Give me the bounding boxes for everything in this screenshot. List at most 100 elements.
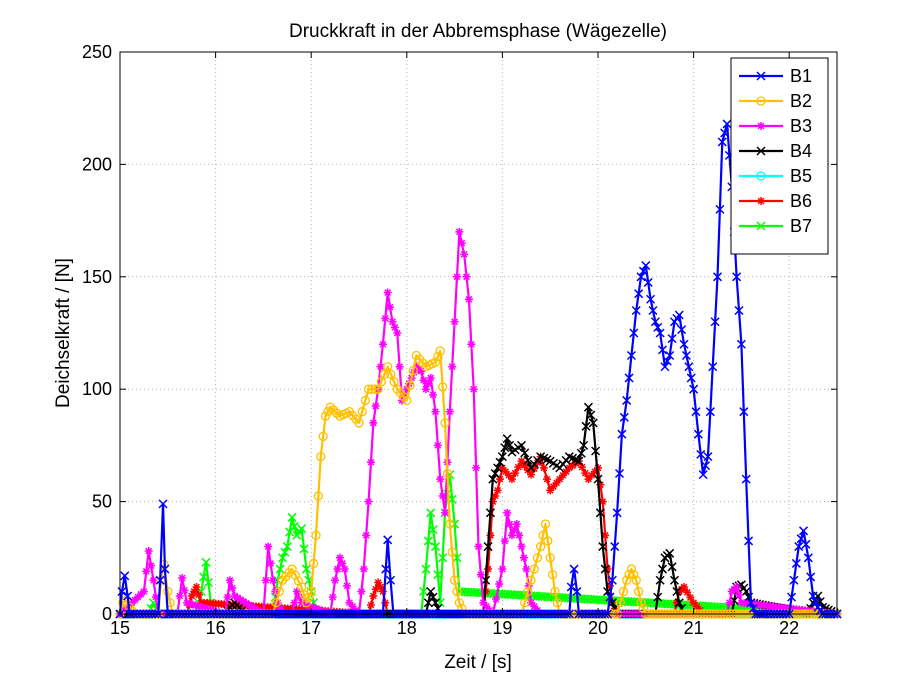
data-point — [292, 587, 301, 596]
data-point — [500, 536, 509, 545]
legend-label: B1 — [790, 66, 812, 86]
legend-label: B6 — [790, 191, 812, 211]
data-point — [452, 586, 462, 597]
data-point — [500, 443, 510, 453]
data-point — [462, 272, 471, 281]
data-point — [467, 340, 476, 349]
data-point — [428, 525, 438, 535]
data-point — [359, 565, 368, 574]
data-point — [376, 583, 385, 592]
data-point — [634, 289, 644, 299]
data-point — [660, 362, 670, 372]
data-point — [579, 440, 589, 450]
data-point — [483, 542, 493, 552]
data-point — [197, 603, 206, 612]
data-point — [746, 598, 756, 608]
data-point — [550, 586, 560, 597]
x-tick-label: 15 — [110, 618, 130, 638]
data-point — [803, 553, 813, 563]
data-point — [581, 421, 591, 431]
data-point — [429, 390, 438, 399]
data-point — [472, 463, 481, 472]
data-point — [631, 575, 641, 585]
data-point — [318, 431, 328, 442]
data-point — [316, 451, 326, 462]
data-point — [624, 570, 634, 580]
data-point — [373, 384, 383, 394]
data-point — [230, 592, 239, 601]
data-point — [366, 458, 375, 467]
data-point — [739, 407, 749, 417]
data-point — [158, 499, 168, 509]
data-point — [653, 592, 663, 602]
y-tick-label: 0 — [102, 604, 112, 624]
data-point — [566, 582, 576, 592]
data-point — [607, 575, 617, 585]
data-point — [423, 536, 433, 546]
data-point — [619, 412, 629, 422]
data-point — [622, 395, 632, 405]
data-point — [386, 575, 396, 585]
data-point — [194, 602, 203, 611]
legend-label: B2 — [790, 91, 812, 111]
chart-title: Druckkraft in der Abbremsphase (Wägezell… — [289, 21, 667, 42]
data-point — [532, 553, 543, 563]
data-point — [547, 570, 558, 580]
data-point — [677, 325, 687, 335]
data-point — [549, 482, 558, 491]
data-point — [185, 599, 194, 608]
data-point — [510, 525, 519, 534]
data-point — [442, 468, 453, 479]
data-point — [497, 452, 507, 462]
data-point — [431, 407, 440, 416]
data-point — [696, 449, 706, 459]
data-point — [309, 603, 318, 612]
data-point — [488, 497, 497, 506]
data-point — [643, 277, 653, 287]
data-point — [127, 598, 136, 607]
data-point — [280, 547, 290, 557]
data-point — [507, 531, 516, 540]
data-point — [808, 591, 818, 601]
data-point — [614, 468, 625, 479]
data-point — [340, 565, 349, 574]
data-point — [581, 469, 590, 478]
data-point — [539, 463, 548, 472]
data-point — [741, 474, 751, 484]
data-point — [596, 480, 605, 489]
data-point — [488, 474, 498, 484]
data-point — [569, 564, 579, 574]
data-point — [381, 564, 391, 574]
data-point — [583, 402, 593, 412]
data-point — [354, 418, 364, 428]
data-point — [674, 598, 684, 608]
data-point — [710, 317, 720, 327]
data-point — [435, 346, 445, 356]
data-point — [277, 553, 288, 563]
data-point — [426, 586, 436, 597]
legend-entry-b5: B5 — [739, 166, 812, 186]
data-point — [638, 266, 648, 276]
data-point — [273, 598, 282, 607]
data-point — [801, 539, 811, 549]
data-point — [118, 598, 128, 608]
x-tick-label: 20 — [588, 618, 608, 638]
data-point — [418, 586, 429, 597]
data-point — [421, 564, 431, 574]
y-tick-label: 100 — [82, 379, 112, 399]
data-point — [600, 564, 610, 574]
legend-entry-b2: B2 — [739, 91, 812, 111]
data-point — [631, 305, 641, 316]
data-point — [648, 305, 658, 316]
data-point — [662, 356, 672, 366]
data-point — [689, 384, 699, 394]
data-point — [452, 272, 461, 281]
data-point — [517, 457, 526, 466]
data-point — [345, 598, 354, 607]
data-point — [703, 452, 713, 462]
data-point — [348, 602, 357, 611]
data-point — [498, 463, 507, 472]
data-point — [684, 362, 694, 372]
data-point — [527, 470, 536, 479]
